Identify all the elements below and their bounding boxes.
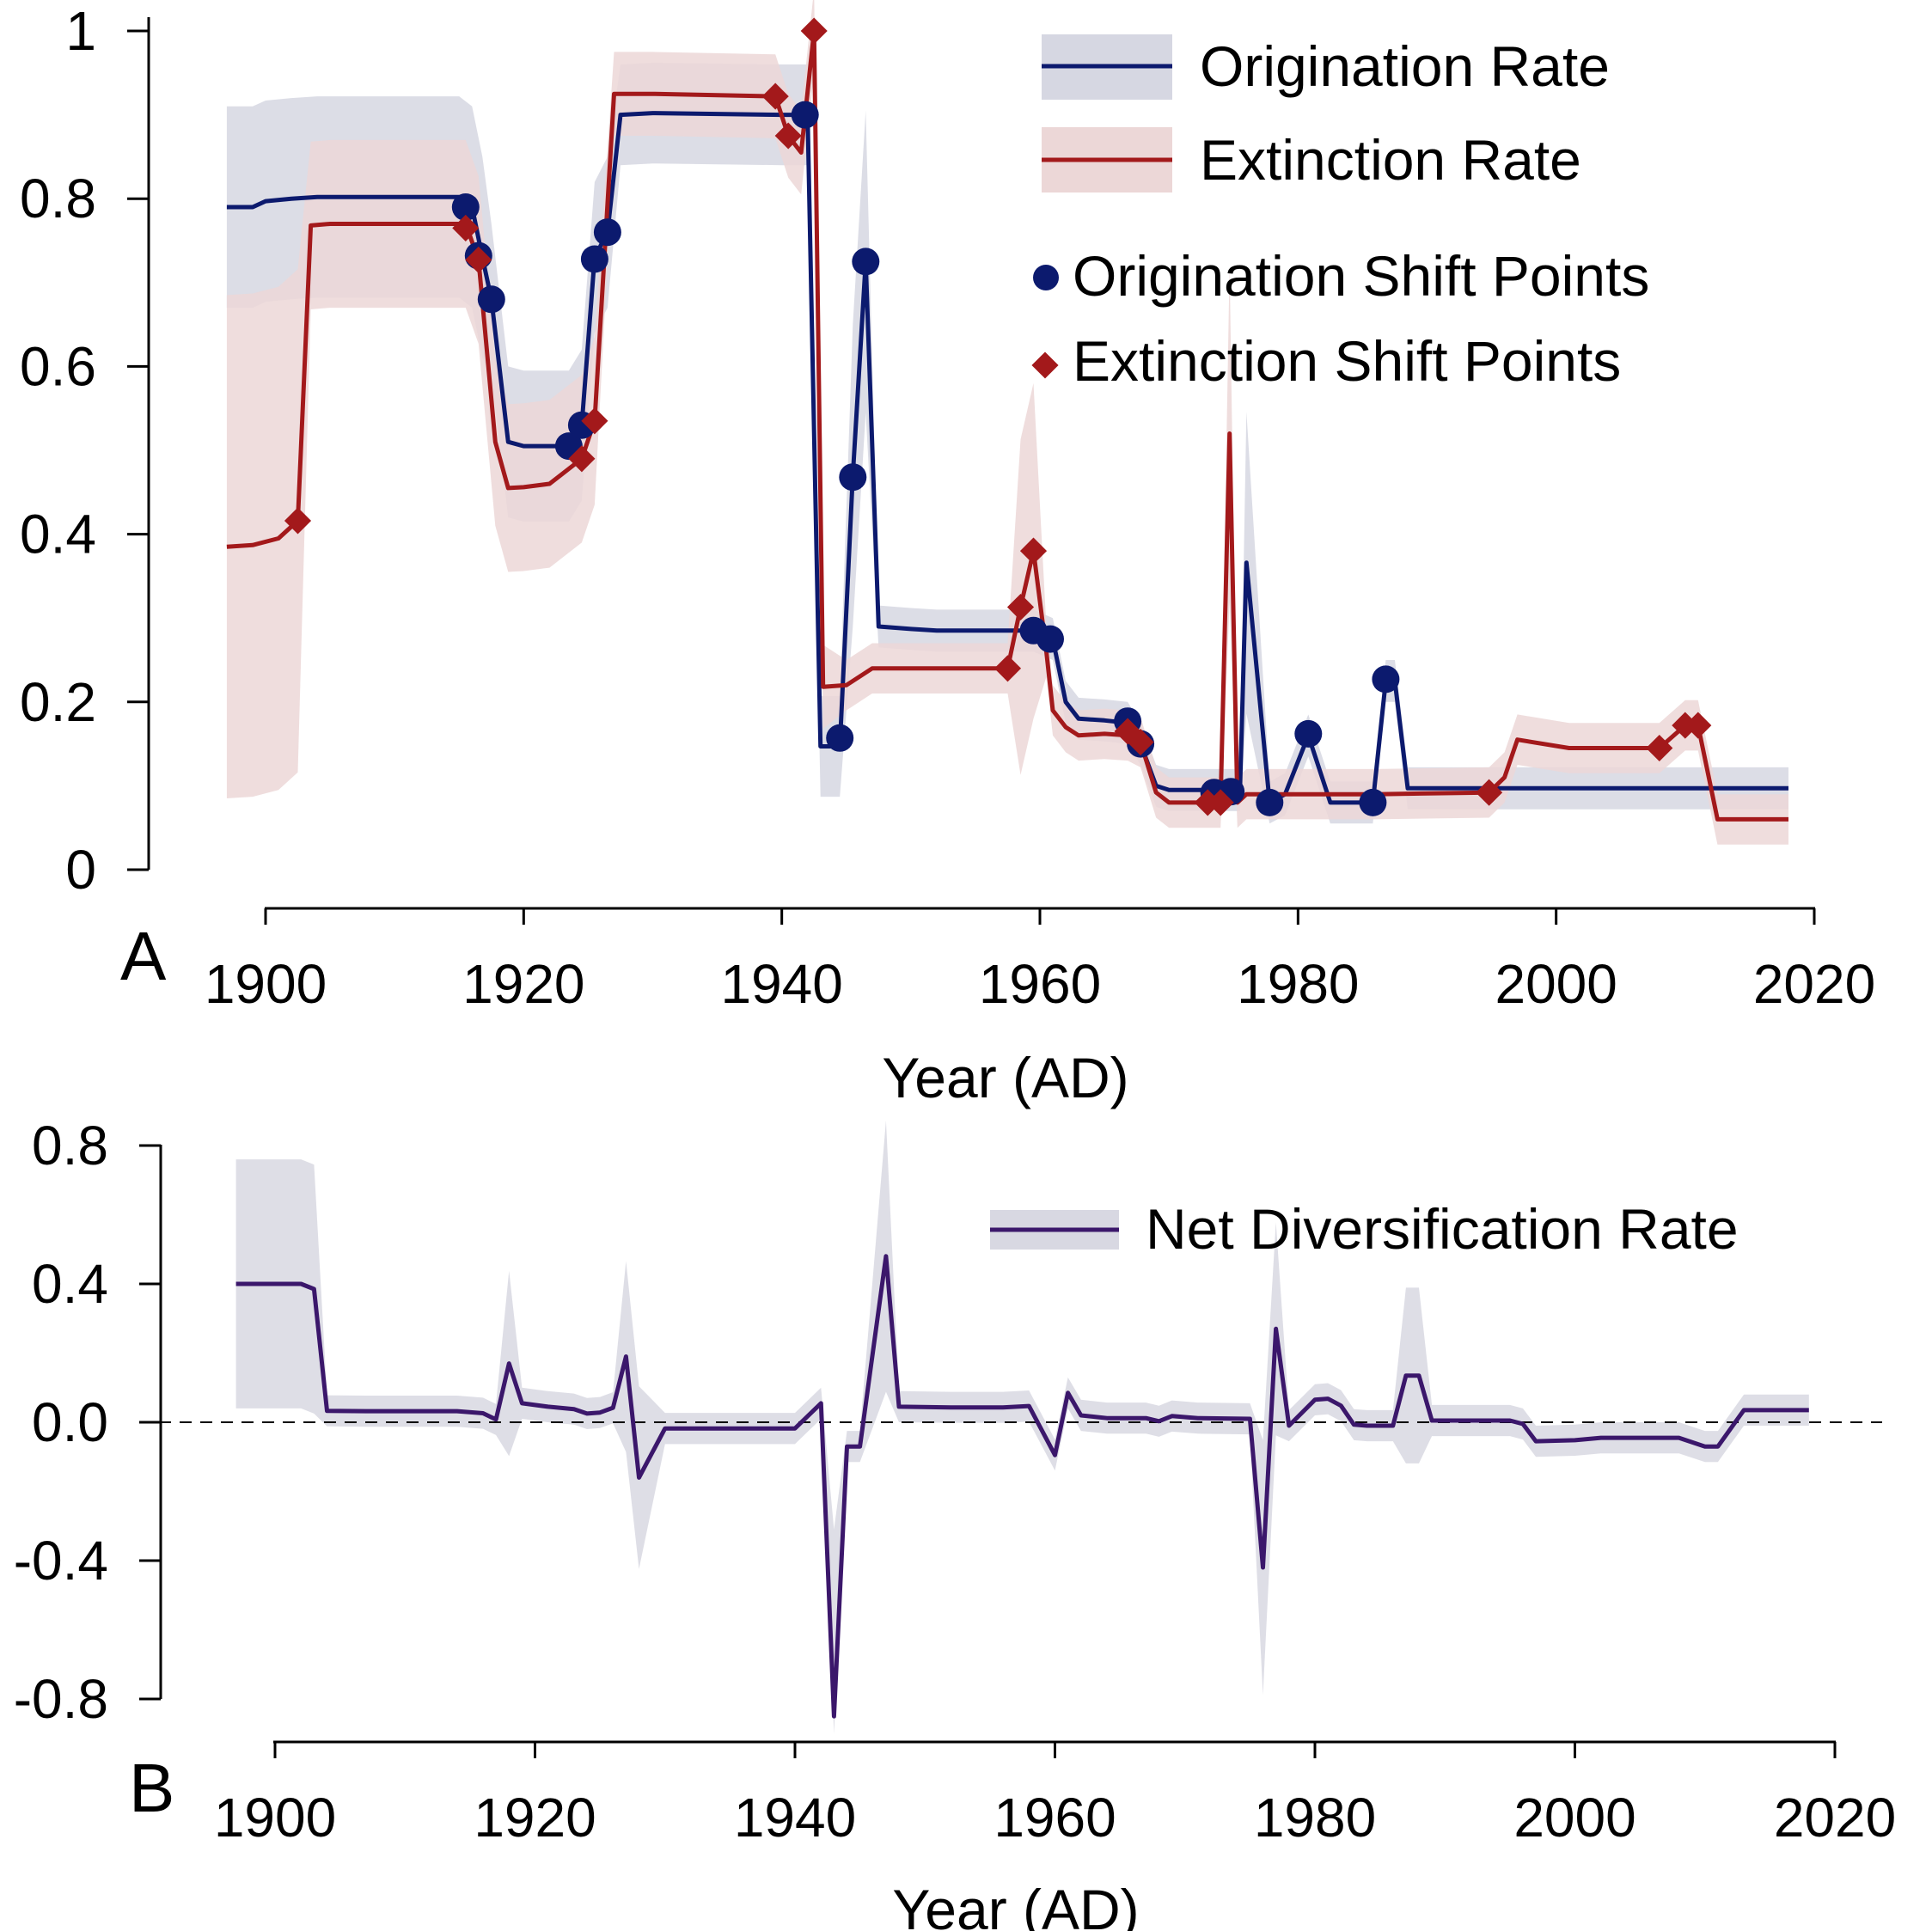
legend-origination-shift-label: Origination Shift Points xyxy=(1073,244,1649,308)
panel-a-uncertainty-bands xyxy=(226,0,1788,845)
origination-shift-point xyxy=(839,463,867,492)
legend-net-rate-label: Net Diversification Rate xyxy=(1146,1197,1739,1261)
origination-shift-point xyxy=(451,193,480,221)
panel-b-letter: B xyxy=(129,1750,174,1826)
x-tick-label: 1920 xyxy=(474,1787,596,1849)
net-diversification-line xyxy=(235,1254,1809,1719)
panel-b-x-axis-title: Year (AD) xyxy=(892,1878,1139,1931)
legend-extinction-shift-marker xyxy=(1031,351,1059,379)
panel-b-net-line xyxy=(235,1254,1809,1719)
origination-shift-point xyxy=(1359,788,1387,816)
x-tick-label: 1920 xyxy=(462,953,584,1015)
y-tick-label: 0.8 xyxy=(20,168,96,229)
panel-b-legend: Net Diversification Rate xyxy=(990,1197,1739,1261)
y-tick-label: 0.8 xyxy=(32,1115,108,1176)
panel-a-legend: Origination Rate Extinction Rate Origina… xyxy=(1031,34,1649,393)
y-tick-label: 0.4 xyxy=(20,504,96,565)
x-tick-label: 1900 xyxy=(214,1787,336,1849)
legend-origination-shift-marker xyxy=(1033,265,1059,290)
x-tick-label: 2000 xyxy=(1513,1787,1635,1849)
net-rate-band xyxy=(235,1121,1809,1734)
x-tick-label: 1940 xyxy=(734,1787,856,1849)
x-tick-label: 1980 xyxy=(1254,1787,1376,1849)
extinction-shift-point xyxy=(284,507,312,535)
origination-shift-point xyxy=(852,247,880,276)
y-tick-label: -0.8 xyxy=(14,1668,108,1730)
y-tick-label: 0 xyxy=(65,839,96,901)
x-tick-label: 1940 xyxy=(720,953,842,1015)
y-tick-label: 0.2 xyxy=(20,671,96,733)
y-tick-label: 0.0 xyxy=(32,1391,108,1453)
legend-origination-rate-label: Origination Rate xyxy=(1200,34,1610,98)
legend-extinction-shift-label: Extinction Shift Points xyxy=(1073,329,1621,393)
y-tick-label: 0.4 xyxy=(32,1253,108,1315)
panel-b-y-ticks: -0.8 -0.4 0.0 0.4 0.8 xyxy=(14,1115,161,1730)
extinction-shift-point xyxy=(800,17,828,45)
origination-shift-point xyxy=(826,724,854,752)
panel-a-shift-points xyxy=(284,17,1712,816)
origination-shift-point xyxy=(1036,625,1064,653)
panel-a: 1900 1920 1940 1960 1980 2000 2020 00.20.40.60… xyxy=(20,0,1875,1109)
y-tick-label: -0.4 xyxy=(14,1530,108,1592)
y-tick-label: 1 xyxy=(65,0,96,62)
x-tick-label: 1960 xyxy=(994,1787,1116,1849)
panel-a-letter: A xyxy=(120,918,167,994)
x-tick-label: 1980 xyxy=(1237,953,1359,1015)
panel-b-x-ticks: 1900 1920 1940 1960 1980 2000 2020 xyxy=(214,1742,1896,1849)
origination-shift-point xyxy=(477,285,505,314)
x-tick-label: 2020 xyxy=(1753,953,1875,1015)
origination-rate-line xyxy=(226,111,1788,805)
panel-b-uncertainty-band xyxy=(235,1121,1809,1734)
origination-shift-point xyxy=(1256,788,1284,816)
x-tick-label: 1960 xyxy=(979,953,1101,1015)
y-tick-label: 0.6 xyxy=(20,335,96,397)
extinction-shift-point xyxy=(581,407,608,435)
panel-a-y-ticks: 0 0.2 0.4 0.6 0.8 1 xyxy=(20,0,149,901)
origination-shift-point xyxy=(1294,719,1323,748)
origination-shift-point xyxy=(1372,665,1400,694)
x-tick-label: 1900 xyxy=(205,953,327,1015)
origination-shift-point xyxy=(791,101,819,129)
extinction-shift-point xyxy=(465,246,492,273)
origination-shift-point xyxy=(593,218,621,247)
panel-b: 1900 1920 1940 1960 1980 2000 2020 -0.8 -0.4 0.0… xyxy=(14,1115,1896,1931)
panel-a-x-axis-title: Year (AD) xyxy=(882,1046,1128,1109)
origination-shift-point xyxy=(580,245,608,273)
x-tick-label: 2020 xyxy=(1774,1787,1896,1849)
panel-a-x-ticks: 1900 1920 1940 1960 1980 2000 2020 xyxy=(205,908,1875,1015)
x-tick-label: 2000 xyxy=(1495,953,1617,1015)
legend-extinction-rate-label: Extinction Rate xyxy=(1200,128,1581,192)
